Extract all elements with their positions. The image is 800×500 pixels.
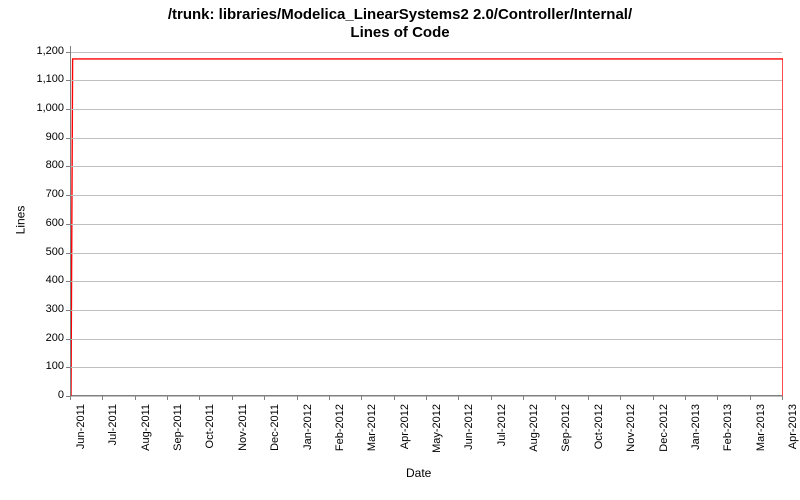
x-tick	[523, 396, 524, 400]
y-tick	[66, 109, 70, 110]
y-tick	[66, 80, 70, 81]
loc-chart: /trunk: libraries/Modelica_LinearSystems…	[0, 0, 800, 500]
plot-area	[70, 46, 782, 396]
y-tick-label: 400	[26, 274, 64, 286]
x-tick-label: Jun-2012	[463, 404, 475, 464]
x-tick	[329, 396, 330, 400]
x-tick	[685, 396, 686, 400]
gridline	[71, 109, 782, 110]
x-tick	[394, 396, 395, 400]
x-tick	[491, 396, 492, 400]
gridline	[71, 138, 782, 139]
y-tick	[66, 310, 70, 311]
x-tick-label: Jan-2012	[302, 404, 314, 464]
y-tick	[66, 253, 70, 254]
x-tick	[264, 396, 265, 400]
x-tick-label: Aug-2011	[140, 404, 152, 464]
y-tick-label: 1,200	[26, 45, 64, 57]
y-tick	[66, 224, 70, 225]
y-tick	[66, 166, 70, 167]
x-tick	[361, 396, 362, 400]
gridline	[71, 166, 782, 167]
y-tick	[66, 52, 70, 53]
x-tick-label: Jul-2012	[496, 404, 508, 464]
gridline	[71, 281, 782, 282]
x-tick-label: Feb-2013	[722, 404, 734, 464]
y-tick	[66, 281, 70, 282]
x-tick	[750, 396, 751, 400]
x-tick	[782, 396, 783, 400]
x-tick	[199, 396, 200, 400]
x-tick	[620, 396, 621, 400]
gridline	[71, 339, 782, 340]
gridline	[71, 80, 782, 81]
x-tick-label: Oct-2011	[204, 404, 216, 464]
y-tick-label: 900	[26, 131, 64, 143]
x-tick-label: Mar-2013	[755, 404, 767, 464]
title-line-1: /trunk: libraries/Modelica_LinearSystems…	[0, 6, 800, 24]
y-tick-label: 600	[26, 217, 64, 229]
x-tick-label: Sep-2011	[172, 404, 184, 464]
line-series	[71, 46, 783, 396]
x-tick-label: Apr-2013	[787, 404, 799, 464]
y-tick	[66, 367, 70, 368]
x-tick-label: Dec-2011	[269, 404, 281, 464]
x-tick-label: May-2012	[431, 404, 443, 464]
chart-title: /trunk: libraries/Modelica_LinearSystems…	[0, 0, 800, 42]
x-tick-label: Jun-2011	[75, 404, 87, 464]
x-tick	[588, 396, 589, 400]
x-tick	[135, 396, 136, 400]
y-tick-label: 100	[26, 360, 64, 372]
gridline	[71, 52, 782, 53]
y-tick-label: 1,100	[26, 73, 64, 85]
x-tick-label: Jan-2013	[690, 404, 702, 464]
x-tick	[167, 396, 168, 400]
x-tick	[653, 396, 654, 400]
x-tick	[232, 396, 233, 400]
y-tick-label: 700	[26, 188, 64, 200]
x-tick-label: Jul-2011	[107, 404, 119, 464]
y-tick-label: 300	[26, 303, 64, 315]
x-tick-label: Sep-2012	[560, 404, 572, 464]
x-tick	[297, 396, 298, 400]
gridline	[71, 195, 782, 196]
y-tick-label: 0	[26, 389, 64, 401]
y-tick-label: 1,000	[26, 102, 64, 114]
x-tick-label: Apr-2012	[399, 404, 411, 464]
x-tick	[555, 396, 556, 400]
x-tick	[70, 396, 71, 400]
y-tick	[66, 339, 70, 340]
y-tick-label: 500	[26, 246, 64, 258]
gridline	[71, 310, 782, 311]
x-tick-label: Feb-2012	[334, 404, 346, 464]
gridline	[71, 253, 782, 254]
x-tick	[717, 396, 718, 400]
y-tick-label: 800	[26, 159, 64, 171]
y-tick	[66, 195, 70, 196]
x-tick	[102, 396, 103, 400]
x-tick	[458, 396, 459, 400]
x-axis-label: Date	[406, 466, 431, 480]
x-tick-label: Nov-2012	[625, 404, 637, 464]
x-tick	[426, 396, 427, 400]
title-line-2: Lines of Code	[0, 24, 800, 42]
gridline	[71, 367, 782, 368]
gridline	[71, 224, 782, 225]
x-tick-label: Nov-2011	[237, 404, 249, 464]
y-tick-label: 200	[26, 332, 64, 344]
x-tick-label: Dec-2012	[658, 404, 670, 464]
x-tick-label: Mar-2012	[366, 404, 378, 464]
x-tick-label: Oct-2012	[593, 404, 605, 464]
y-tick	[66, 138, 70, 139]
x-tick-label: Aug-2012	[528, 404, 540, 464]
